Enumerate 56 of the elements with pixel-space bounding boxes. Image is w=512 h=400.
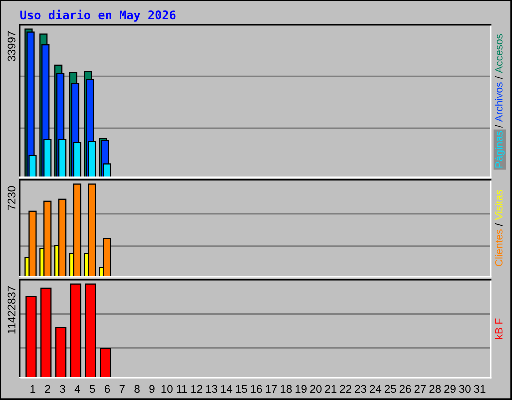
- x-tick-label: 29: [444, 385, 456, 394]
- bar: [56, 327, 67, 378]
- bar: [28, 210, 37, 277]
- text: 33997: [8, 32, 16, 62]
- bar: [70, 284, 82, 378]
- x-tick-label: 20: [310, 385, 322, 394]
- x-tick-label: 2: [45, 385, 50, 393]
- x-tick-label: 13: [206, 385, 218, 394]
- x-tick-label: 9: [150, 385, 155, 394]
- text: Archivos: [495, 82, 503, 122]
- x-tick-label: 24: [370, 385, 382, 393]
- x-tick-label: 11: [177, 385, 188, 393]
- x-tick-label: 28: [430, 385, 441, 394]
- x-tick-label: 31: [474, 385, 486, 394]
- x-tick-label: 17: [266, 385, 278, 393]
- bar: [73, 184, 82, 277]
- x-tick-label: 6: [104, 385, 110, 394]
- x-tick-label: 4: [74, 385, 80, 393]
- text: Visitas: [495, 190, 503, 220]
- x-tick-label: 16: [251, 385, 262, 394]
- text: /: [495, 125, 503, 128]
- x-tick-label: 21: [325, 385, 337, 393]
- text: kB F: [495, 318, 503, 340]
- text: 11422837: [8, 286, 16, 334]
- x-tick-label: 30: [459, 385, 471, 394]
- x-tick-label: 12: [192, 385, 203, 393]
- bar: [85, 284, 96, 378]
- x-tick-label: 14: [221, 385, 233, 393]
- x-tick-label: 25: [384, 385, 396, 394]
- x-tick-label: 3: [60, 385, 66, 394]
- x-tick-label: 18: [280, 385, 292, 394]
- x-tick-label: 5: [90, 385, 96, 394]
- x-tick-label: 23: [355, 385, 366, 394]
- bar: [103, 238, 112, 277]
- bar: [100, 348, 112, 378]
- bar: [40, 288, 52, 378]
- x-tick-label: 10: [162, 385, 173, 394]
- x-tick-label: 26: [400, 385, 412, 394]
- x-tick-label: 15: [236, 385, 248, 394]
- x-tick-label: 22: [340, 385, 352, 393]
- x-tick-label: 19: [296, 385, 307, 394]
- x-tick-label: 7: [120, 385, 125, 393]
- legend-title: /: [495, 223, 503, 226]
- bar: [58, 198, 67, 277]
- bar: [88, 184, 96, 277]
- text: 7230: [8, 186, 16, 210]
- bar: [26, 296, 37, 378]
- bar: [44, 200, 52, 277]
- x-tick-label: 27: [414, 385, 426, 393]
- text: Páginas: [495, 131, 505, 168]
- chart-title: Uso diario en May 2026: [20, 10, 176, 22]
- x-tick-label: 8: [134, 385, 140, 394]
- text: Accesos: [496, 34, 503, 74]
- x-tick-label: 1: [30, 385, 36, 393]
- text: Clientes: [495, 230, 503, 266]
- legend-title: /: [495, 76, 503, 80]
